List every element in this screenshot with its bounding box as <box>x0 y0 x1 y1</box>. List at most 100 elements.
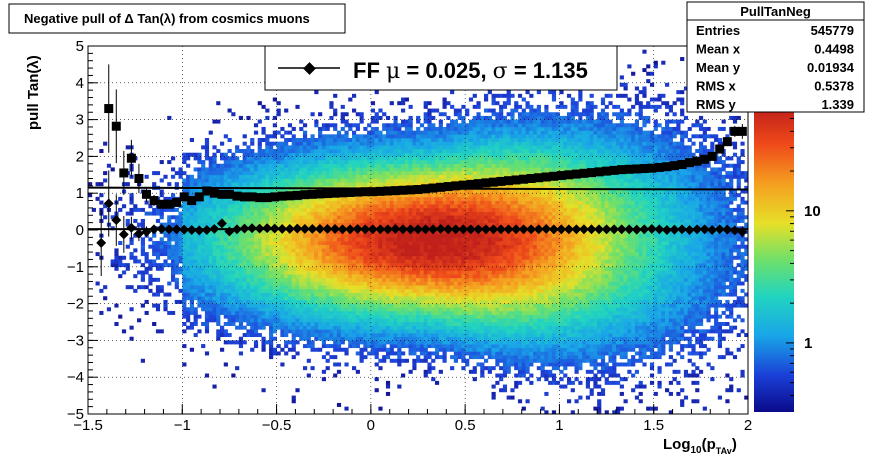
heatmap-cell <box>442 174 447 179</box>
heatmap-cell <box>125 218 130 223</box>
heatmap-cell <box>302 274 308 279</box>
heatmap-cell <box>378 307 383 312</box>
heatmap-cell <box>216 244 221 249</box>
heatmap-cell <box>306 325 311 330</box>
heatmap-cell <box>453 189 458 194</box>
heatmap-cell <box>182 270 187 275</box>
heatmap-cell <box>193 167 198 172</box>
heatmap-cell <box>457 296 462 301</box>
heatmap-cell <box>382 123 387 128</box>
heatmap-cell <box>374 263 379 268</box>
heatmap-cell <box>287 200 293 205</box>
heatmap-cell <box>306 299 311 304</box>
heatmap-cell <box>423 314 428 319</box>
heatmap-cell <box>465 112 470 117</box>
heatmap-cell <box>253 270 259 275</box>
heatmap-cell <box>302 174 308 179</box>
heatmap-cell <box>453 149 458 154</box>
heatmap-cell <box>427 222 432 227</box>
heatmap-cell <box>302 336 308 341</box>
heatmap-cell <box>261 189 266 194</box>
heatmap-cell <box>246 296 251 301</box>
heatmap-cell <box>325 292 330 297</box>
heatmap-cell <box>284 233 289 238</box>
heatmap-cell <box>423 193 428 198</box>
heatmap-cell <box>457 123 462 128</box>
heatmap-cell <box>272 141 277 146</box>
heatmap-cell <box>223 163 228 168</box>
heatmap-cell <box>348 200 353 205</box>
heatmap-cell <box>450 130 455 135</box>
heatmap-cell <box>393 299 398 304</box>
heatmap-cell <box>427 141 432 146</box>
heatmap-cell <box>167 196 172 201</box>
heatmap-cell <box>382 207 387 212</box>
heatmap-cell <box>367 259 372 264</box>
heatmap-cell <box>367 244 372 249</box>
heatmap-cell <box>159 193 164 198</box>
heatmap-cell <box>295 296 300 301</box>
heatmap-cell <box>280 318 285 323</box>
heatmap-cell <box>321 207 326 212</box>
heatmap-cell <box>336 329 342 334</box>
heatmap-cell <box>393 266 398 271</box>
heatmap-cell <box>423 329 428 334</box>
heatmap-cell <box>344 163 349 168</box>
heatmap-cell <box>472 215 477 220</box>
heatmap-cell <box>250 204 255 209</box>
heatmap-cell <box>272 325 277 330</box>
heatmap-cell <box>408 149 413 154</box>
heatmap-cell <box>397 134 402 139</box>
heatmap-cell <box>197 303 202 308</box>
heatmap-cell <box>393 244 398 249</box>
heatmap-cell <box>125 266 130 271</box>
heatmap-cell <box>299 167 304 172</box>
heatmap-cell <box>103 296 108 301</box>
heatmap-cell <box>468 310 474 315</box>
heatmap-cell <box>253 277 259 282</box>
heatmap-cell <box>201 163 206 168</box>
heatmap-cell <box>370 288 376 293</box>
heatmap-cell <box>442 156 447 161</box>
heatmap-cell <box>446 310 451 315</box>
heatmap-cell <box>389 130 394 135</box>
heatmap-cell <box>246 248 251 253</box>
heatmap-cell <box>220 178 225 183</box>
heatmap-cell <box>352 266 357 271</box>
heatmap-cell <box>389 160 394 165</box>
heatmap-cell <box>355 274 360 279</box>
heatmap-cell <box>476 299 481 304</box>
heatmap-cell <box>412 333 417 338</box>
heatmap-cell <box>352 277 357 282</box>
heatmap-cell <box>423 134 428 139</box>
heatmap-cell <box>401 292 406 297</box>
heatmap-cell <box>382 200 387 205</box>
heatmap-cell <box>408 134 413 139</box>
heatmap-cell <box>385 182 391 187</box>
heatmap-cell <box>235 325 240 330</box>
heatmap-cell <box>442 193 447 198</box>
heatmap-cell <box>401 329 406 334</box>
heatmap-cell <box>450 90 455 95</box>
heatmap-cell <box>419 303 425 308</box>
heatmap-cell <box>302 145 308 150</box>
heatmap-cell <box>148 259 153 264</box>
heatmap-cell <box>178 222 183 227</box>
heatmap-cell <box>182 222 187 227</box>
heatmap-cell <box>310 318 315 323</box>
heatmap-cell <box>461 171 466 176</box>
heatmap-cell <box>336 233 342 238</box>
heatmap-cell <box>389 182 394 187</box>
heatmap-cell <box>302 366 308 371</box>
heatmap-cell <box>385 318 391 323</box>
heatmap-cell <box>295 174 300 179</box>
heatmap-cell <box>457 152 462 157</box>
heatmap-cell <box>352 215 357 220</box>
heatmap-cell <box>385 241 391 246</box>
heatmap-cell <box>216 200 221 205</box>
heatmap-cell <box>389 270 394 275</box>
heatmap-cell <box>431 351 436 356</box>
heatmap-cell <box>212 196 217 201</box>
heatmap-cell <box>340 160 345 165</box>
heatmap-cell <box>299 160 304 165</box>
